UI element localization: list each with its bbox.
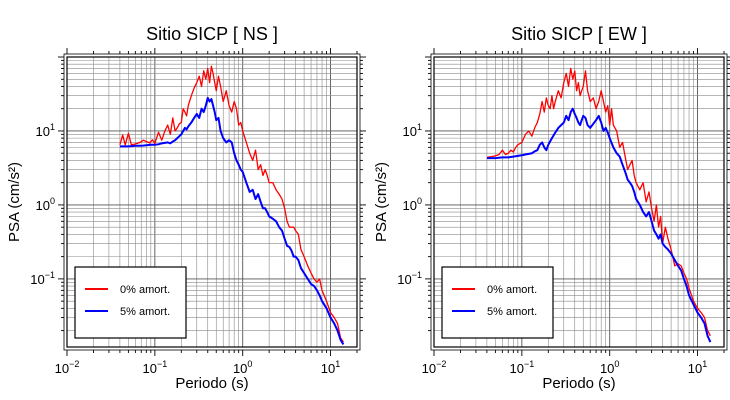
series-line-blue bbox=[486, 107, 712, 343]
series-line-red bbox=[486, 67, 711, 337]
plot-frame bbox=[433, 56, 725, 348]
legend-label: 5% amort. bbox=[487, 306, 537, 318]
y-axis-label: PSA (cm/s²) bbox=[6, 162, 23, 242]
x-tick-label: 10−2 bbox=[422, 359, 447, 376]
series-line-blue bbox=[119, 96, 345, 345]
x-tick-label: 101 bbox=[321, 359, 340, 376]
legend-label: 0% amort. bbox=[120, 284, 170, 296]
x-tick-label: 101 bbox=[688, 359, 707, 376]
chart-title: Sitio SICP [ EW ] bbox=[511, 24, 647, 44]
x-tick-label: 100 bbox=[233, 359, 252, 376]
x-axis-label: Periodo (s) bbox=[542, 375, 615, 392]
y-tick-label: 100 bbox=[403, 196, 422, 213]
y-tick-label: 10−1 bbox=[397, 270, 422, 287]
y-axis-label: PSA (cm/s²) bbox=[373, 162, 390, 242]
y-tick-label: 101 bbox=[36, 122, 55, 139]
legend-label: 0% amort. bbox=[487, 284, 537, 296]
y-tick-label: 10−1 bbox=[30, 270, 55, 287]
chart-title: Sitio SICP [ NS ] bbox=[146, 24, 278, 44]
x-tick-label: 10−1 bbox=[142, 359, 167, 376]
x-tick-label: 100 bbox=[600, 359, 619, 376]
y-tick-label: 100 bbox=[36, 196, 55, 213]
legend: 0% amort. 5% amort. bbox=[441, 266, 554, 339]
legend: 0% amort. 5% amort. bbox=[74, 266, 187, 339]
x-tick-label: 10−2 bbox=[55, 359, 80, 376]
chart-panel-1: Sitio SICP [ NS ] 10−2 10−1 100 101 10−1 100 10… bbox=[6, 24, 366, 392]
plot-frame bbox=[66, 56, 358, 348]
legend-box bbox=[74, 266, 187, 339]
plot-frame-outer bbox=[63, 53, 361, 351]
legend-label: 5% amort. bbox=[120, 306, 170, 318]
legend-box bbox=[441, 266, 554, 339]
chart-panel-2: Sitio SICP [ EW ] 10−2 10−1 100 101 10−1 100 10… bbox=[373, 24, 730, 392]
y-tick-label: 101 bbox=[403, 122, 422, 139]
grid bbox=[433, 56, 725, 347]
series-line-red bbox=[119, 65, 344, 343]
x-tick-label: 10−1 bbox=[509, 359, 534, 376]
x-axis-label: Periodo (s) bbox=[175, 375, 248, 392]
plot-frame-outer bbox=[430, 53, 728, 351]
